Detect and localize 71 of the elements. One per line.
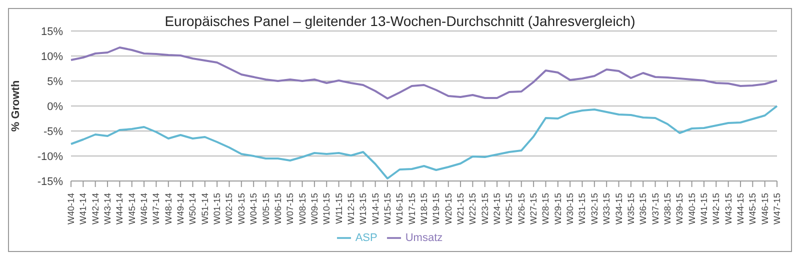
- y-tick-label: 15%: [40, 26, 64, 38]
- x-tick-label: W01-15: [212, 193, 222, 225]
- x-tick-label: W27-15: [528, 193, 539, 225]
- x-tick-label: W41-15: [698, 193, 709, 225]
- x-tick-label: W51-14: [200, 193, 210, 225]
- x-tick-label: W16-15: [394, 193, 405, 225]
- y-tick-label: 0%: [47, 100, 64, 113]
- x-tick-label: W34-15: [614, 193, 624, 225]
- x-tick-label: W04-15: [248, 193, 259, 225]
- x-tick-label: W23-15: [480, 193, 490, 225]
- x-tick-label: W46-14: [139, 193, 150, 225]
- y-tick-label: -5%: [43, 126, 64, 138]
- x-tick-label: W31-15: [577, 193, 588, 225]
- legend-label: Umsatz: [405, 232, 443, 244]
- x-tick-label: W10-15: [322, 193, 332, 225]
- x-tick-label: W40-14: [66, 193, 76, 225]
- x-tick-label: W33-15: [602, 193, 612, 225]
- y-tick-label: 5%: [47, 76, 64, 88]
- x-tick-label: W48-14: [163, 193, 174, 225]
- x-tick-label: W42-15: [711, 193, 722, 225]
- x-tick-label: W08-15: [297, 193, 308, 225]
- x-tick-label: W42-14: [90, 193, 100, 225]
- x-tick-label: W40-15: [686, 193, 697, 225]
- x-tick-label: W28-15: [540, 193, 551, 225]
- x-tick-label: W50-14: [188, 193, 198, 225]
- x-tick-label: W18-15: [419, 193, 429, 225]
- y-tick-label: 10%: [40, 50, 64, 63]
- x-tick-label: W43-14: [102, 193, 113, 225]
- x-tick-label: W47-14: [151, 193, 162, 225]
- y-axis-title: % Growth: [10, 80, 22, 132]
- x-tick-label: W41-14: [78, 193, 88, 225]
- x-tick-label: W45-15: [748, 193, 758, 225]
- x-tick-label: W37-15: [650, 193, 660, 225]
- x-tick-label: W07-15: [285, 193, 296, 225]
- x-tick-label: W25-15: [504, 193, 514, 225]
- x-tick-label: W22-15: [468, 193, 478, 225]
- x-tick-label: W46-15: [760, 193, 770, 225]
- x-tick-label: W13-15: [358, 193, 368, 225]
- x-tick-label: W06-15: [272, 193, 283, 225]
- x-tick-label: W43-15: [723, 193, 734, 225]
- x-tick-label: W24-15: [492, 193, 502, 225]
- x-tick-label: W17-15: [406, 193, 417, 225]
- x-tick-label: W49-14: [176, 193, 186, 225]
- x-tick-label: W38-15: [662, 193, 672, 225]
- x-tick-label: W15-15: [382, 193, 392, 225]
- x-tick-label: W26-15: [516, 193, 526, 225]
- x-tick-label: W11-15: [334, 193, 344, 224]
- line-series: [70, 46, 778, 100]
- x-tick-label: W45-14: [126, 193, 137, 225]
- x-tick-label: W32-15: [589, 193, 600, 225]
- x-tick-label: W14-15: [370, 193, 380, 225]
- x-tick-label: W47-15: [772, 193, 782, 225]
- x-tick-label: W44-15: [735, 193, 746, 225]
- x-tick-label: W30-15: [565, 193, 576, 225]
- x-tick-label: W20-15: [443, 193, 454, 225]
- x-tick-label: W29-15: [552, 193, 563, 225]
- x-tick-label: W03-15: [236, 193, 246, 225]
- x-tick-label: W19-15: [431, 193, 442, 225]
- legend-label: ASP: [355, 232, 378, 244]
- x-tick-label: W39-15: [674, 193, 685, 225]
- y-tick-label: -15%: [37, 176, 64, 188]
- x-tick-label: W02-15: [224, 193, 234, 225]
- x-tick-label: W12-15: [346, 193, 356, 225]
- x-tick-label: W09-15: [309, 193, 320, 225]
- x-tick-label: W44-14: [114, 193, 125, 225]
- x-tick-label: W21-15: [456, 193, 466, 225]
- y-tick-label: -10%: [37, 150, 64, 163]
- chart-title: Europäisches Panel – gleitender 13-Wochen-Durchschnitt (Jahresvergleich): [164, 13, 636, 29]
- x-tick-label: W05-15: [260, 193, 271, 225]
- x-tick-label: W35-15: [626, 193, 636, 225]
- x-tick-label: W36-15: [638, 193, 648, 225]
